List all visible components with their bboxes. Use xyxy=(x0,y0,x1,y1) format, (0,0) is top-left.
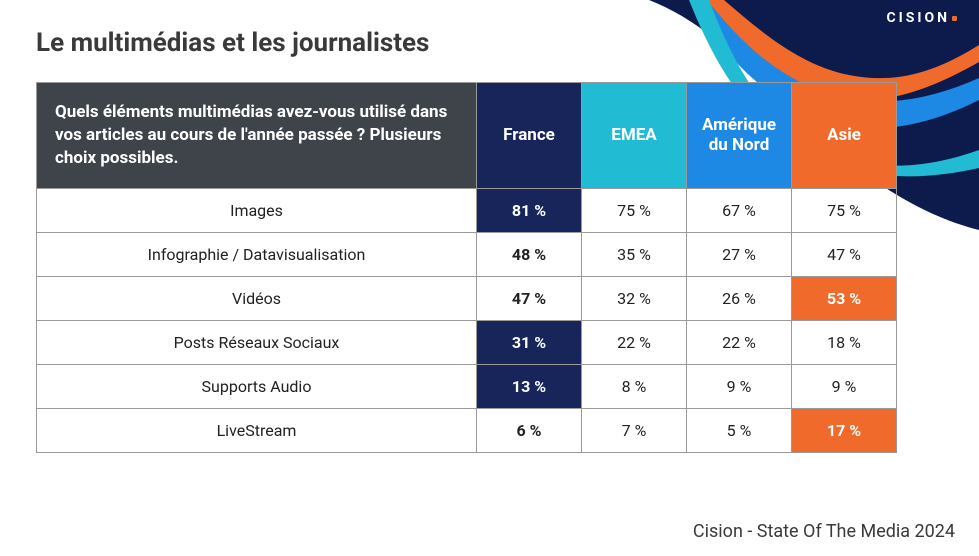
cell-value: 13 % xyxy=(477,364,582,408)
cell-value: 31 % xyxy=(477,320,582,364)
table-row: Images81 %75 %67 %75 % xyxy=(37,188,897,232)
region-header-amnord: Amérique du Nord xyxy=(687,83,792,189)
cell-value: 35 % xyxy=(582,232,687,276)
footer-source: Cision - State Of The Media 2024 xyxy=(693,521,955,542)
cell-value: 53 % xyxy=(792,276,897,320)
row-label: Supports Audio xyxy=(37,364,477,408)
table-header-row: Quels éléments multimédias avez-vous uti… xyxy=(37,83,897,189)
question-header: Quels éléments multimédias avez-vous uti… xyxy=(37,83,477,189)
cell-value: 26 % xyxy=(687,276,792,320)
table-row: LiveStream6 %7 %5 %17 % xyxy=(37,408,897,452)
region-header-asie: Asie xyxy=(792,83,897,189)
cell-value: 22 % xyxy=(687,320,792,364)
row-label: Vidéos xyxy=(37,276,477,320)
region-header-emea: EMEA xyxy=(582,83,687,189)
cell-value: 67 % xyxy=(687,188,792,232)
cell-value: 9 % xyxy=(687,364,792,408)
cell-value: 22 % xyxy=(582,320,687,364)
cell-value: 75 % xyxy=(582,188,687,232)
table-row: Vidéos47 %32 %26 %53 % xyxy=(37,276,897,320)
row-label: Posts Réseaux Sociaux xyxy=(37,320,477,364)
table-row: Infographie / Datavisualisation48 %35 %2… xyxy=(37,232,897,276)
cell-value: 18 % xyxy=(792,320,897,364)
cell-value: 9 % xyxy=(792,364,897,408)
cell-value: 27 % xyxy=(687,232,792,276)
brand-logo: CISION xyxy=(887,10,958,26)
table-row: Posts Réseaux Sociaux31 %22 %22 %18 % xyxy=(37,320,897,364)
cell-value: 47 % xyxy=(792,232,897,276)
row-label: LiveStream xyxy=(37,408,477,452)
cell-value: 5 % xyxy=(687,408,792,452)
cell-value: 7 % xyxy=(582,408,687,452)
cell-value: 47 % xyxy=(477,276,582,320)
brand-dot-icon xyxy=(952,16,957,21)
cell-value: 8 % xyxy=(582,364,687,408)
table-row: Supports Audio13 %8 %9 %9 % xyxy=(37,364,897,408)
cell-value: 81 % xyxy=(477,188,582,232)
region-header-france: France xyxy=(477,83,582,189)
page-title: Le multimédias et les journalistes xyxy=(36,28,429,58)
data-table: Quels éléments multimédias avez-vous uti… xyxy=(36,82,897,453)
cell-value: 32 % xyxy=(582,276,687,320)
table-body: Images81 %75 %67 %75 %Infographie / Data… xyxy=(37,188,897,452)
cell-value: 48 % xyxy=(477,232,582,276)
cell-value: 17 % xyxy=(792,408,897,452)
row-label: Infographie / Datavisualisation xyxy=(37,232,477,276)
brand-name: CISION xyxy=(887,10,951,26)
multimedia-table: Quels éléments multimédias avez-vous uti… xyxy=(36,82,896,453)
row-label: Images xyxy=(37,188,477,232)
cell-value: 6 % xyxy=(477,408,582,452)
cell-value: 75 % xyxy=(792,188,897,232)
